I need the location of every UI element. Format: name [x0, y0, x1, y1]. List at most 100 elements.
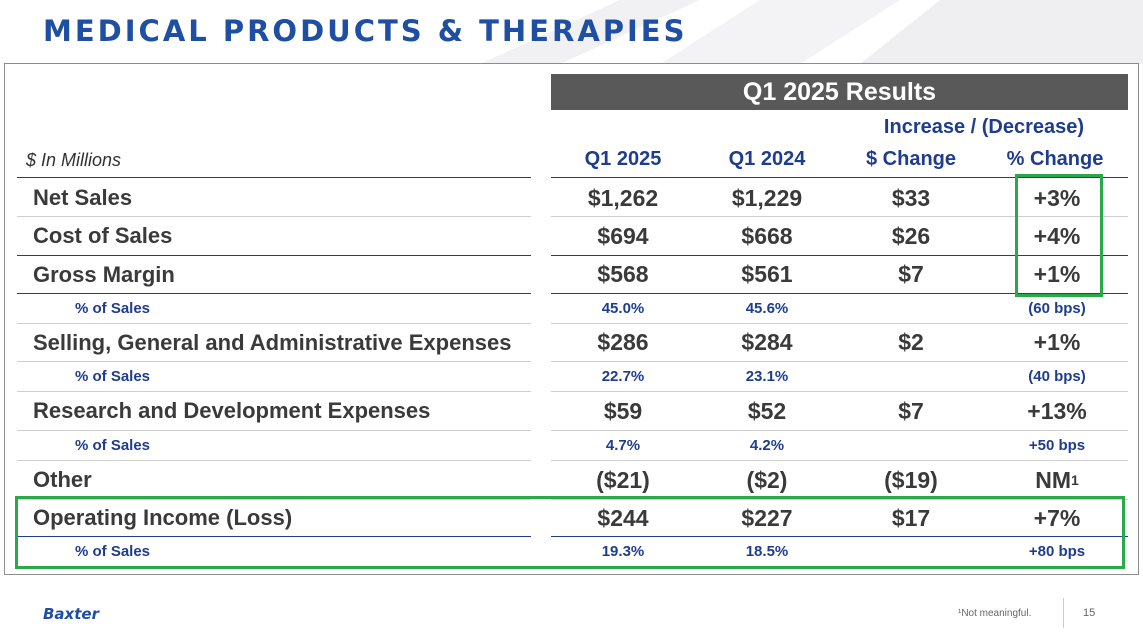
- q1-2025-value: 19.3%: [601, 543, 645, 560]
- row-label: Gross Margin: [33, 261, 175, 287]
- q1-2025-value: $59: [603, 397, 643, 424]
- row-divider: [17, 361, 531, 362]
- row-divider: [551, 323, 1128, 324]
- dollar-change-value: [841, 431, 981, 460]
- q1-2025-value: $694: [597, 222, 649, 249]
- table-row: Research and Development Expenses $59 $5…: [0, 392, 1143, 430]
- pct-change-value: +13%: [1027, 397, 1087, 424]
- pct-change-value: +80 bps: [1028, 543, 1086, 560]
- q1-2024-value: 4.2%: [749, 437, 785, 454]
- dollar-change-value: $33: [891, 184, 931, 211]
- pct-change-value: (40 bps): [1028, 368, 1086, 385]
- row-divider: [551, 460, 1128, 461]
- q1-2024-value: $561: [741, 261, 793, 287]
- row-label: Net Sales: [33, 185, 133, 210]
- table-row: % of Sales 22.7% 23.1% (40 bps): [0, 362, 1143, 391]
- row-label: Other: [33, 467, 92, 492]
- column-header-pct-change: % Change: [1006, 148, 1104, 170]
- pct-change-cell: NM 1: [1035, 466, 1079, 493]
- page-number: 15: [1083, 607, 1096, 619]
- row-divider: [551, 391, 1128, 392]
- table-row: % of Sales 4.7% 4.2% +50 bps: [0, 431, 1143, 460]
- q1-2025-value: $244: [597, 504, 649, 531]
- pct-change-value: +1%: [1033, 329, 1081, 355]
- header-rule: [551, 177, 1128, 178]
- table-row: Operating Income (Loss) $244 $227 $17 +7…: [0, 500, 1143, 536]
- pct-change-value: NM: [1035, 466, 1071, 493]
- column-header-dollar-change: $ Change: [865, 148, 957, 170]
- q1-2024-value: $284: [741, 329, 793, 355]
- dollar-change-value: $7: [898, 261, 924, 287]
- table-row: % of Sales 19.3% 18.5% +80 bps: [0, 537, 1143, 566]
- q1-2024-value: 18.5%: [745, 543, 789, 560]
- table-row: % of Sales 45.0% 45.6% (60 bps): [0, 294, 1143, 323]
- units-label: $ In Millions: [26, 150, 122, 170]
- pct-change-value: +3%: [1033, 184, 1081, 211]
- row-divider: [17, 216, 531, 217]
- results-header: Q1 2025 Results: [551, 74, 1128, 110]
- footer-divider: [1063, 598, 1064, 628]
- table-row: Gross Margin $568 $561 $7 +1%: [0, 256, 1143, 293]
- table-row: Selling, General and Administrative Expe…: [0, 324, 1143, 361]
- q1-2024-value: $1,229: [731, 184, 803, 211]
- results-table-panel: [4, 63, 1139, 575]
- row-divider: [551, 255, 1128, 256]
- dollar-change-value: $26: [891, 222, 931, 249]
- q1-2024-value: ($2): [746, 466, 788, 493]
- row-divider: [551, 216, 1128, 217]
- pct-change-highlight-box: [1015, 174, 1103, 297]
- table-row: Net Sales $1,262 $1,229 $33 +3%: [0, 180, 1143, 216]
- q1-2025-value: $286: [597, 329, 649, 355]
- pct-change-value: +7%: [1033, 504, 1081, 531]
- q1-2025-value: 45.0%: [601, 300, 645, 317]
- row-label: Research and Development Expenses: [33, 398, 431, 423]
- baxter-logo: Baxter: [43, 605, 99, 623]
- dollar-change-value: [841, 362, 981, 391]
- header-rule: [17, 177, 531, 178]
- pct-change-value: +1%: [1033, 261, 1081, 287]
- table-row: Cost of Sales $694 $668 $26 +4%: [0, 217, 1143, 255]
- row-divider: [17, 391, 531, 392]
- row-divider: [17, 460, 531, 461]
- row-divider: [17, 293, 531, 294]
- column-header-q1-2025: Q1 2025: [584, 148, 662, 170]
- row-divider: [17, 536, 531, 537]
- q1-2024-value: $668: [741, 222, 793, 249]
- row-divider: [17, 430, 531, 431]
- row-label: % of Sales: [75, 300, 151, 317]
- dollar-change-value: $2: [898, 329, 924, 355]
- q1-2024-value: 45.6%: [745, 300, 789, 317]
- row-divider: [551, 499, 1128, 500]
- operating-income-highlight-box: [15, 496, 1125, 569]
- footnote: ¹Not meaningful.: [958, 608, 1032, 619]
- row-divider: [551, 293, 1128, 294]
- row-divider: [17, 323, 531, 324]
- row-label: % of Sales: [75, 437, 151, 454]
- page-title: MEDICAL PRODUCTS & THERAPIES: [43, 14, 688, 48]
- row-divider: [551, 430, 1128, 431]
- row-label: % of Sales: [75, 368, 151, 385]
- column-header-q1-2024: Q1 2024: [728, 148, 806, 170]
- row-label: Operating Income (Loss): [33, 505, 293, 530]
- row-divider: [17, 499, 531, 500]
- dollar-change-value: [841, 294, 981, 323]
- q1-2025-value: 22.7%: [601, 368, 645, 385]
- pct-change-value: +50 bps: [1028, 437, 1086, 454]
- row-divider: [551, 536, 1128, 537]
- dollar-change-value: $7: [898, 397, 924, 424]
- row-divider: [551, 361, 1128, 362]
- q1-2025-value: 4.7%: [605, 437, 641, 454]
- row-label: Cost of Sales: [33, 223, 173, 248]
- q1-2025-value: ($21): [596, 466, 650, 493]
- q1-2024-value: $52: [747, 397, 787, 424]
- pct-change-value: +4%: [1033, 222, 1081, 249]
- change-header: Increase / (Decrease): [883, 116, 1085, 138]
- q1-2025-value: $568: [597, 261, 649, 287]
- dollar-change-value: $17: [891, 504, 931, 531]
- row-label: Selling, General and Administrative Expe…: [33, 329, 512, 355]
- q1-2024-value: $227: [741, 504, 793, 531]
- table-row: Other ($21) ($2) ($19) NM 1: [0, 461, 1143, 499]
- row-divider: [17, 255, 531, 256]
- q1-2024-value: 23.1%: [745, 368, 789, 385]
